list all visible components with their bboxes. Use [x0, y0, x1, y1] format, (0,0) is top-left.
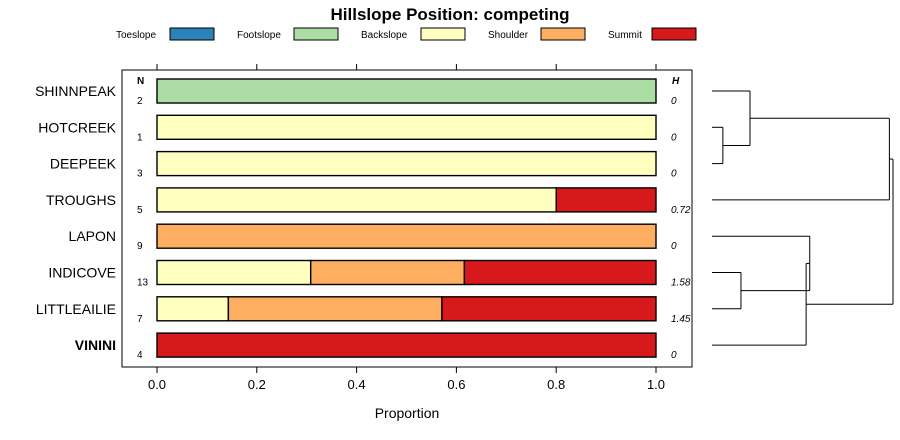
- legend-swatch-footslope: [293, 27, 339, 41]
- h-value: 0: [671, 169, 677, 180]
- legend-swatch-shoulder: [540, 27, 586, 41]
- legend-label-toeslope: Toeslope: [116, 30, 156, 41]
- x-tick-label: 0.0: [148, 377, 166, 392]
- h-value: 0: [671, 96, 677, 107]
- chart-title: Hillslope Position: competing: [331, 5, 570, 24]
- bar-segment-backslope: [156, 114, 657, 141]
- row-label-troughs: TROUGHS: [46, 192, 116, 208]
- bar-segment-summit: [555, 187, 657, 213]
- x-tick-label: 0.4: [348, 377, 366, 392]
- x-axis: 0.0 0.2 0.4 0.6 0.8 1.0: [148, 64, 665, 392]
- n-column-header: N: [137, 76, 144, 87]
- x-tick-label: 0.2: [248, 377, 266, 392]
- row-label-lapon: LAPON: [69, 228, 116, 244]
- n-value: 7: [137, 314, 143, 325]
- bar-segment-summit: [156, 332, 657, 358]
- legend-label-summit: Summit: [608, 30, 642, 41]
- x-tick-label: 0.6: [447, 377, 465, 392]
- bar-segment-shoulder: [227, 296, 443, 322]
- row-label-hotcreek: HOTCREEK: [38, 119, 116, 135]
- row-label-deepeek: DEEPEEK: [50, 156, 117, 172]
- h-value: 1.58: [671, 278, 691, 289]
- n-value: 4: [137, 350, 143, 361]
- h-value: 0: [671, 132, 677, 143]
- row-label-vinini: VININI: [75, 337, 116, 353]
- row-label-shinnpeak: SHINNPEAK: [35, 83, 117, 99]
- legend-label-footslope: Footslope: [237, 30, 281, 41]
- h-value: 1.45: [671, 314, 691, 325]
- n-value: 2: [137, 96, 143, 107]
- bar-segment-backslope: [156, 187, 557, 213]
- h-column-header: H: [672, 76, 680, 87]
- row-label-indicove: INDICOVE: [48, 265, 116, 281]
- bar-segment-backslope: [156, 296, 230, 322]
- n-value: 3: [137, 169, 143, 180]
- legend-label-backslope: Backslope: [361, 30, 408, 41]
- n-value: 5: [137, 205, 143, 216]
- x-tick-label: 1.0: [647, 377, 665, 392]
- x-axis-label: Proportion: [375, 405, 440, 421]
- legend-label-shoulder: Shoulder: [488, 30, 529, 41]
- bar-segment-backslope: [156, 150, 657, 177]
- legend: Toeslope Footslope Backslope Shoulder Summit: [116, 27, 697, 41]
- x-tick-label: 0.8: [547, 377, 565, 392]
- n-value: 13: [137, 278, 149, 289]
- bar-segment-shoulder: [309, 259, 466, 286]
- h-value: 0: [671, 241, 677, 252]
- h-value: 0: [671, 350, 677, 361]
- legend-swatch-summit: [651, 27, 697, 41]
- n-value: 9: [137, 241, 143, 252]
- dendrogram: [712, 90, 894, 346]
- n-value: 1: [137, 132, 143, 143]
- legend-swatch-backslope: [420, 27, 466, 41]
- bar-segment-summit: [463, 259, 657, 286]
- bar-rows: SHINNPEAK 2 0 HOTCREEK 1 0 DEEPEEK 3 0 TROUGHS 5 0.…: [35, 78, 691, 361]
- legend-swatch-toeslope: [169, 27, 215, 41]
- bar-segment-backslope: [156, 259, 312, 286]
- bar-segment-footslope: [156, 78, 657, 104]
- plot-frame: [121, 69, 693, 368]
- bar-segment-summit: [441, 296, 657, 322]
- row-label-littleailie: LITTLEAILIE: [36, 301, 116, 317]
- h-value: 0.72: [671, 205, 691, 216]
- bar-segment-shoulder: [156, 223, 657, 249]
